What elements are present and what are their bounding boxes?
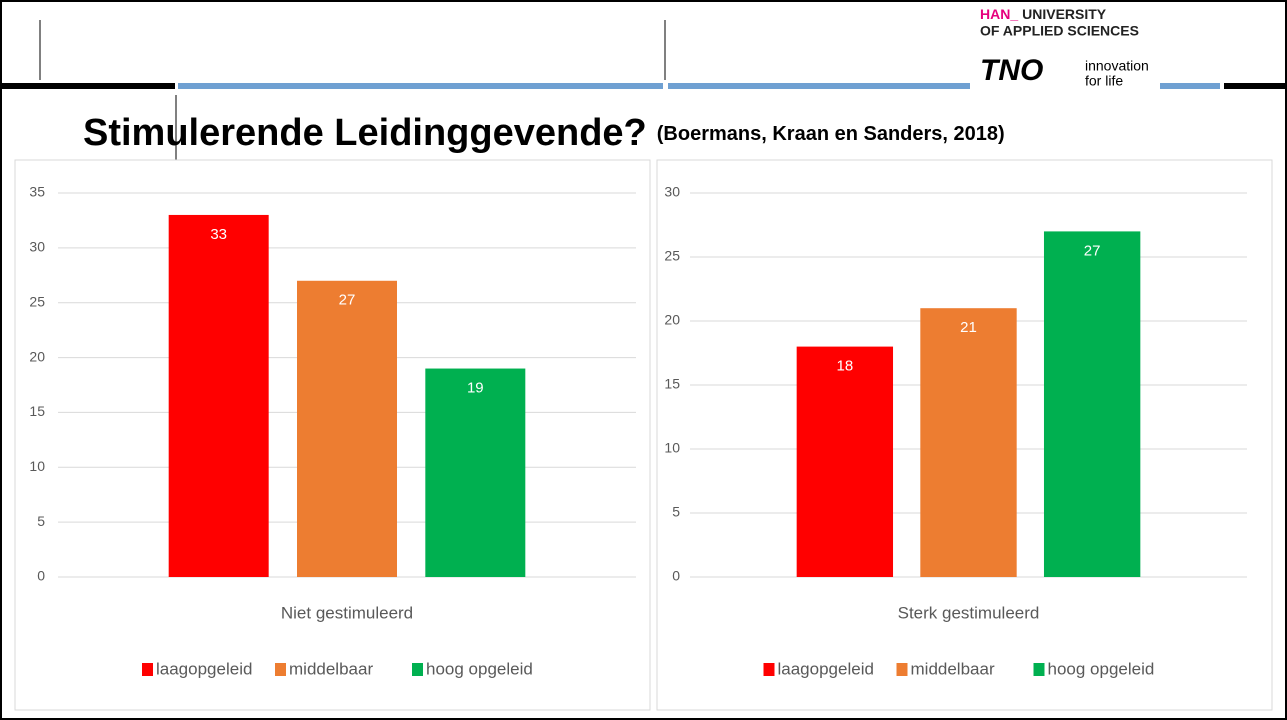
tno-tag: for life [1085, 73, 1123, 89]
legend-label: laagopgeleid [778, 659, 874, 678]
bar [297, 280, 397, 577]
y-tick-label: 0 [672, 568, 680, 584]
y-tick-label: 35 [29, 184, 45, 200]
header-bar [1224, 83, 1286, 89]
x-tick-label: Sterk gestimuleerd [898, 603, 1040, 622]
han-logo: HAN_ UNIVERSITY [980, 6, 1107, 22]
tno-tag: innovation [1085, 58, 1149, 74]
header-bar [1160, 83, 1220, 89]
data-label: 33 [210, 226, 227, 243]
data-label: 18 [837, 358, 854, 375]
han-line1: UNIVERSITY [1022, 6, 1107, 22]
y-tick-label: 30 [664, 184, 680, 200]
bar [796, 346, 894, 577]
data-label: 27 [339, 292, 356, 309]
bar [168, 214, 269, 577]
title: Stimulerende Leidinggevende? [83, 112, 647, 154]
legend-label: hoog opgeleid [426, 659, 533, 678]
legend-swatch [1033, 663, 1045, 676]
y-tick-label: 0 [37, 568, 45, 584]
y-tick-label: 10 [29, 458, 45, 474]
legend-label: hoog opgeleid [1048, 659, 1155, 678]
legend-swatch [142, 663, 153, 676]
han-line2: OF APPLIED SCIENCES [980, 23, 1139, 39]
tno-logo: TNO [980, 54, 1043, 87]
citation: (Boermans, Kraan en Sanders, 2018) [657, 123, 1005, 145]
bar [425, 368, 526, 577]
legend-label: middelbaar [289, 659, 373, 678]
y-tick-label: 30 [29, 239, 45, 255]
y-tick-label: 10 [664, 440, 680, 456]
legend-swatch [896, 663, 908, 676]
bar [1043, 231, 1141, 577]
y-tick-label: 15 [664, 376, 680, 392]
y-tick-label: 5 [672, 504, 680, 520]
legend-swatch [763, 663, 775, 676]
chart-frame [14, 159, 651, 711]
y-tick-label: 15 [29, 403, 45, 419]
data-label: 27 [1084, 242, 1101, 259]
y-tick-label: 5 [37, 513, 45, 529]
han-prefix: HAN_ [980, 6, 1018, 22]
bar [920, 308, 1017, 577]
y-tick-label: 20 [664, 312, 680, 328]
y-tick-label: 25 [664, 248, 680, 264]
legend-swatch [412, 663, 423, 676]
chart-frame [656, 159, 1273, 711]
legend-label: laagopgeleid [156, 659, 252, 678]
header-bar [178, 83, 663, 89]
x-tick-label: Niet gestimuleerd [281, 603, 413, 622]
data-label: 19 [467, 380, 484, 397]
header-bar [2, 83, 175, 89]
legend-label: middelbaar [911, 659, 995, 678]
y-tick-label: 20 [29, 348, 45, 364]
slide-title: Stimulerende Leidinggevende? (Boermans, K… [83, 112, 1005, 154]
y-tick-label: 25 [29, 293, 45, 309]
data-label: 21 [960, 319, 977, 336]
header-bar [668, 83, 970, 89]
legend-swatch [275, 663, 286, 676]
